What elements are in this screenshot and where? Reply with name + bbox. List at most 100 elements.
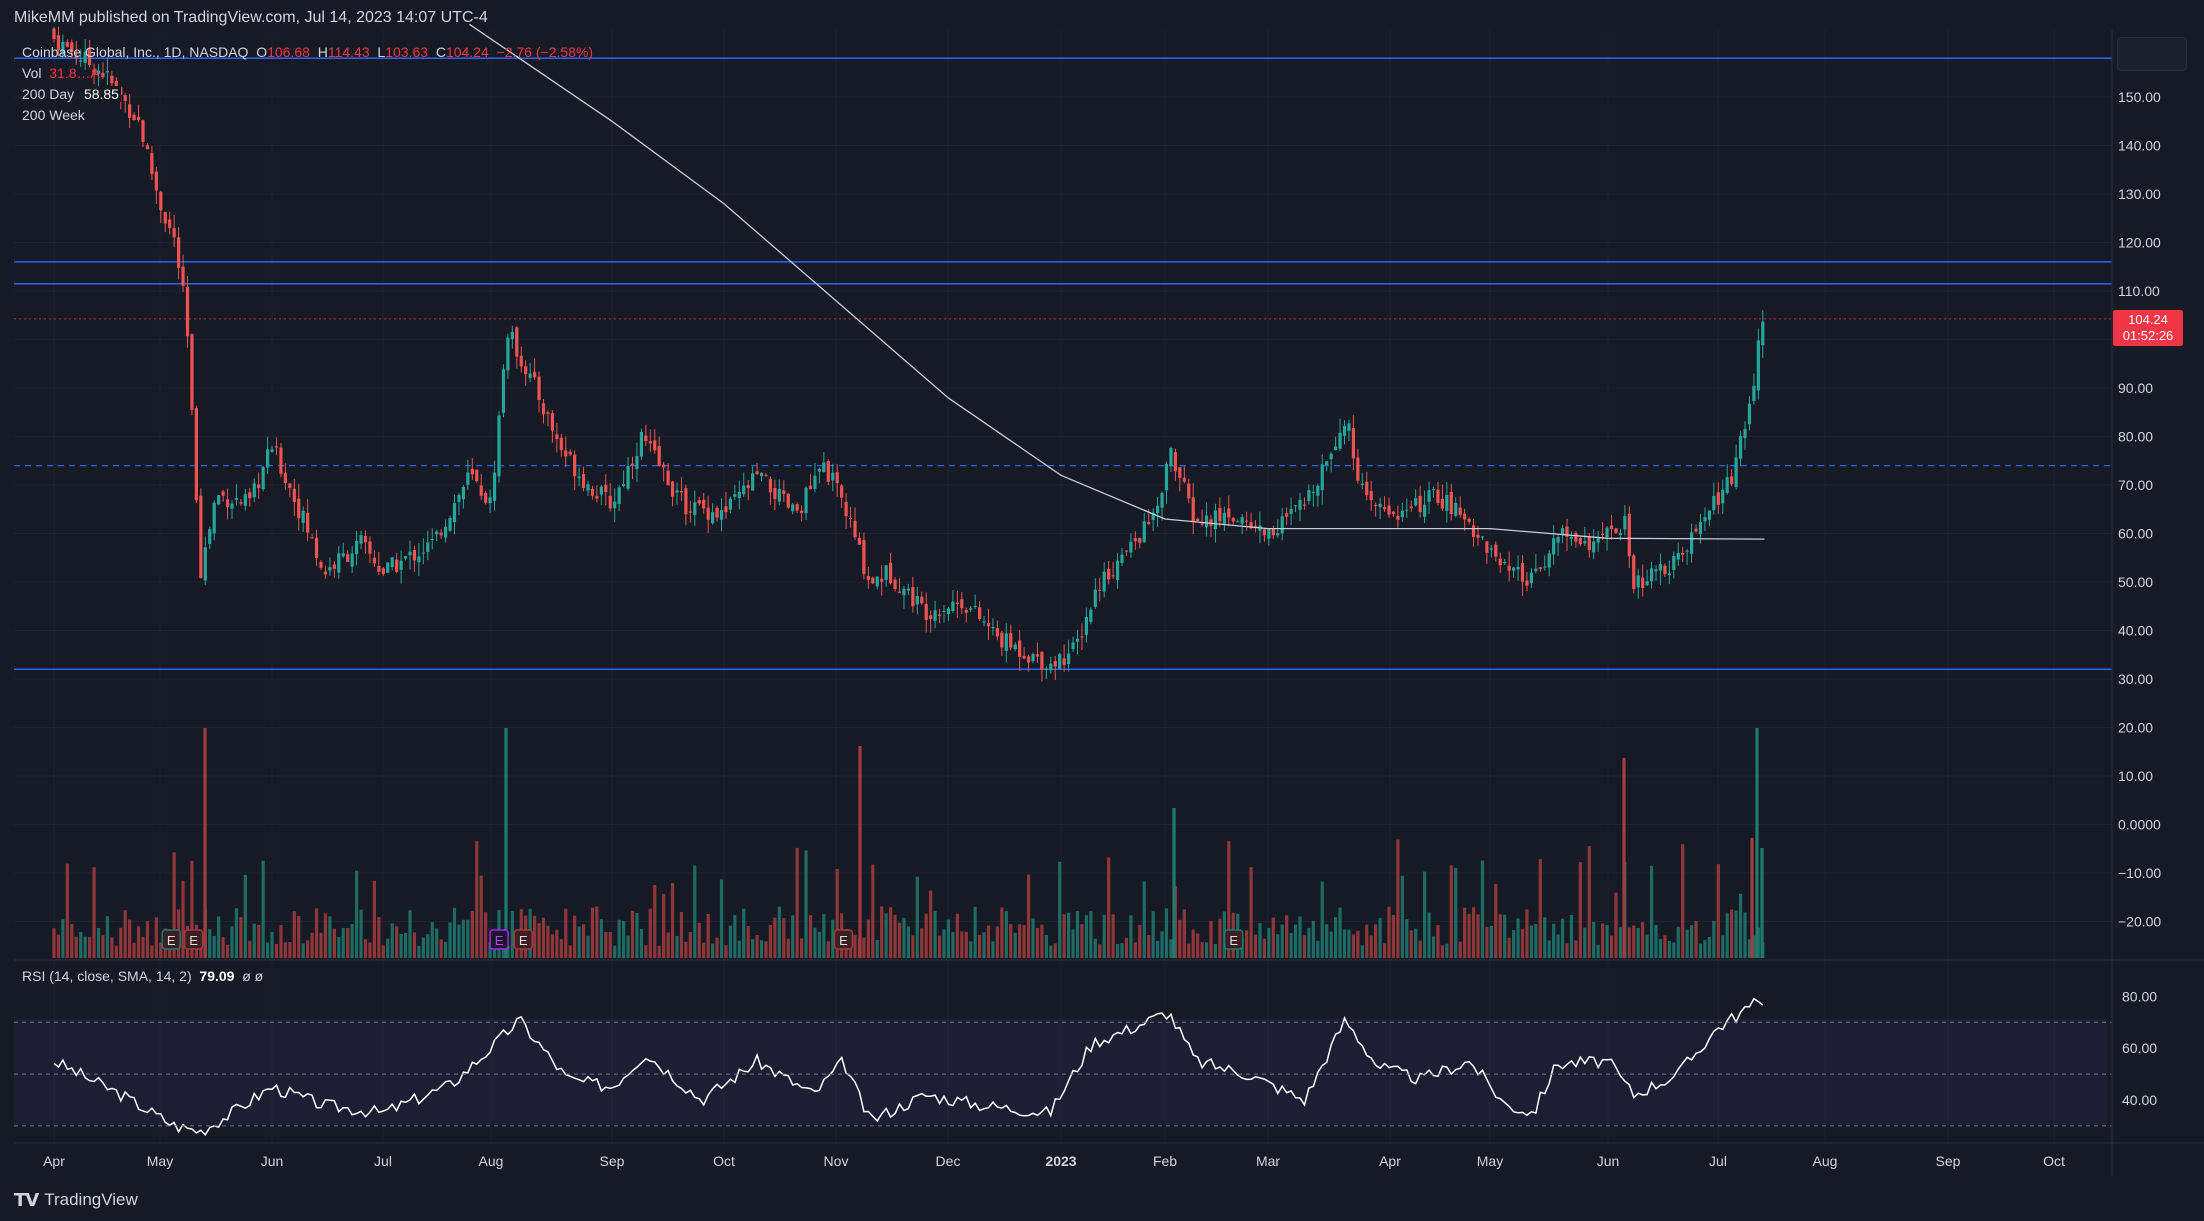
time-tick-label: May [1477, 1153, 1503, 1169]
candle-body [1204, 515, 1209, 528]
volume-bar [1721, 935, 1725, 958]
volume-bar [136, 926, 141, 958]
legend-volume: Vol 31.8…A [22, 65, 100, 81]
candle-body [1703, 517, 1707, 522]
candle-body [1534, 568, 1538, 572]
volume-bar [1062, 914, 1066, 958]
candle-body [573, 454, 577, 477]
volume-spike-bar [1172, 808, 1176, 958]
candle-body [435, 531, 439, 535]
volume-bar [363, 939, 368, 958]
volume-bar [995, 926, 999, 958]
volume-bar [1418, 940, 1422, 958]
volume-bar [1147, 935, 1151, 958]
volume-bar [715, 937, 719, 958]
volume-bar [929, 890, 933, 958]
volume-bar [1129, 915, 1133, 958]
rsi-tick-label: 80.00 [2122, 988, 2157, 1004]
time-tick-label: Oct [713, 1153, 735, 1169]
volume-bar [1520, 929, 1525, 958]
candle-body [92, 69, 96, 75]
candle-body [355, 540, 359, 555]
candle-body [1031, 654, 1035, 662]
candle-body [897, 591, 902, 594]
candle-body [497, 415, 501, 477]
candle-body [194, 408, 198, 501]
legend-ohlc: Coinbase Global, Inc., 1D, NASDAQ O106.6… [22, 44, 593, 60]
volume-bar [314, 908, 319, 958]
tradingview-logo[interactable]: 𝗧𝗩 TradingView [14, 1189, 138, 1211]
candle-body [613, 501, 617, 509]
volume-bar [306, 940, 310, 958]
volume-bar [1026, 874, 1031, 958]
volume-bar [1209, 920, 1213, 958]
candle-body [61, 41, 65, 55]
candle-body [386, 562, 390, 573]
axis-settings-box[interactable] [2117, 37, 2187, 71]
candle-body [1436, 489, 1440, 503]
candle-body [221, 491, 225, 496]
volume-bar [1547, 940, 1551, 958]
volume-bar [1663, 935, 1667, 958]
time-tick-label: Jun [261, 1153, 284, 1169]
candle-body [230, 503, 234, 509]
candle-body [1187, 483, 1191, 499]
volume-bar [568, 945, 572, 958]
legend-vol-label: Vol [22, 65, 42, 81]
volume-bar [1734, 910, 1738, 958]
candle-body [564, 450, 568, 457]
volume-bar [65, 863, 69, 958]
earnings-marker-icon: E [513, 929, 534, 950]
candle-body [1507, 565, 1511, 571]
volume-bar [248, 940, 252, 958]
candle-body [1151, 512, 1155, 520]
legend-ma-day-label: 200 Day [22, 86, 75, 102]
volume-bar [577, 926, 581, 958]
volume-bar [1253, 934, 1258, 958]
volume-bar [1035, 927, 1040, 958]
volume-bar [1503, 914, 1507, 958]
volume-bar [1120, 942, 1124, 958]
candle-body [1685, 550, 1689, 552]
volume-bar [862, 937, 866, 958]
volume-bar [417, 945, 421, 958]
volume-bar [679, 912, 684, 958]
volume-bar [377, 917, 381, 958]
volume-bar [105, 916, 109, 958]
legend-ma-week: 200 Week [22, 107, 85, 123]
volume-bar [782, 918, 786, 958]
volume-bar [1293, 924, 1298, 958]
candle-body [1173, 452, 1177, 472]
candle-body [1409, 506, 1413, 509]
candle-body [1418, 495, 1422, 513]
candle-body [1084, 616, 1088, 635]
price-tick-label: 130.00 [2118, 186, 2161, 202]
candle-body [737, 491, 741, 498]
volume-bar [301, 943, 305, 958]
legend-open: 106.68 [267, 44, 310, 60]
volume-bar [644, 945, 648, 958]
candle-body [1707, 510, 1711, 520]
candle-body [1738, 436, 1743, 459]
volume-bar [902, 917, 906, 958]
candle-body [528, 373, 532, 379]
volume-bar [1258, 923, 1262, 958]
candle-body [546, 412, 550, 414]
candle-body [444, 526, 448, 538]
candle-body [773, 488, 777, 500]
volume-bar [853, 934, 857, 958]
volume-bar [1164, 908, 1169, 958]
volume-bar [1614, 892, 1618, 958]
candle-body [586, 484, 590, 491]
volume-bar [742, 908, 746, 958]
volume-bar [804, 850, 808, 958]
volume-bar [208, 929, 212, 958]
volume-bar [1320, 881, 1324, 958]
volume-bar [1329, 931, 1333, 958]
horizontal-lines [14, 57, 2112, 671]
ma-200-week-line [469, 23, 1765, 540]
volume-bar [181, 880, 185, 958]
candle-body [1338, 432, 1342, 449]
candle-body [1280, 516, 1284, 534]
